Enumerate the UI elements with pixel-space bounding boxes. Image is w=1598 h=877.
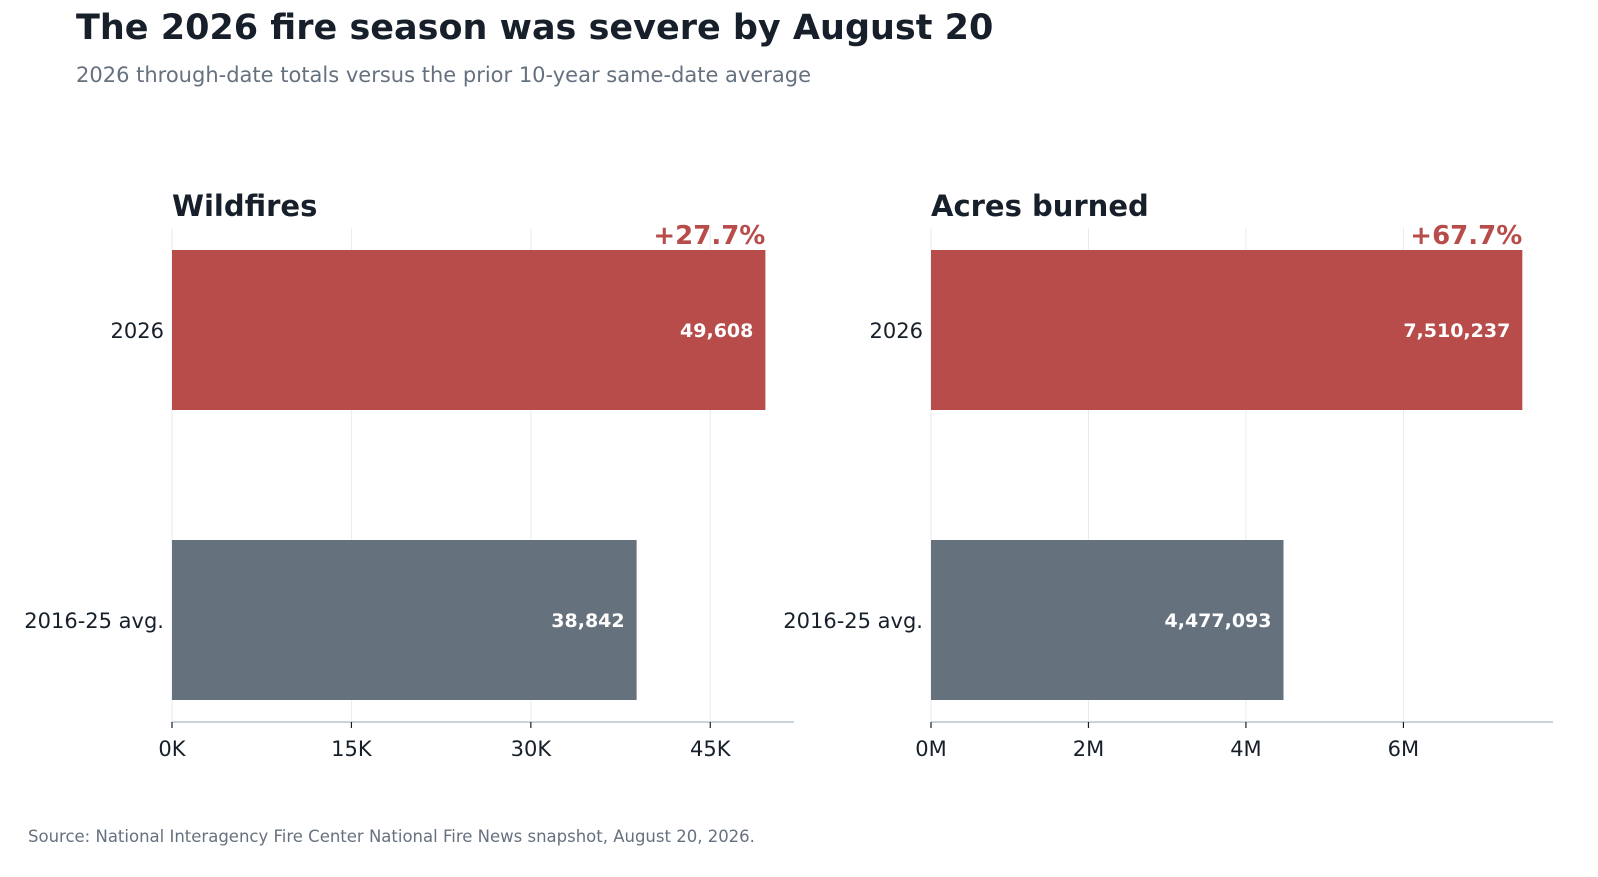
bar-average <box>931 540 1284 700</box>
category-label: 2026 <box>111 319 164 343</box>
chart-subtitle: 2026 through-date totals versus the prio… <box>76 63 812 87</box>
x-tick-label: 45K <box>690 737 732 761</box>
x-tick-label: 30K <box>511 737 553 761</box>
source-note: Source: National Interagency Fire Center… <box>28 827 755 846</box>
category-label: 2016-25 avg. <box>24 609 164 633</box>
value-label: 49,608 <box>680 320 753 342</box>
value-label: 4,477,093 <box>1165 610 1272 632</box>
x-tick-label: 15K <box>331 737 373 761</box>
x-tick-label: 4M <box>1230 737 1261 761</box>
percent-change-label: +27.7% <box>653 221 765 251</box>
panel-title: Acres burned <box>931 189 1149 223</box>
category-label: 2016-25 avg. <box>783 609 923 633</box>
x-tick-label: 0K <box>158 737 186 761</box>
bar-average <box>172 540 637 700</box>
category-label: 2026 <box>870 319 923 343</box>
x-tick-label: 2M <box>1073 737 1104 761</box>
x-tick-label: 6M <box>1388 737 1419 761</box>
percent-change-label: +67.7% <box>1410 221 1522 251</box>
value-label: 38,842 <box>551 610 624 632</box>
bar-2026 <box>172 250 766 410</box>
x-tick-label: 0M <box>915 737 946 761</box>
panel-title: Wildfires <box>172 189 317 223</box>
chart-title: The 2026 fire season was severe by Augus… <box>76 8 994 48</box>
bar-2026 <box>931 250 1523 410</box>
value-label: 7,510,237 <box>1403 320 1510 342</box>
